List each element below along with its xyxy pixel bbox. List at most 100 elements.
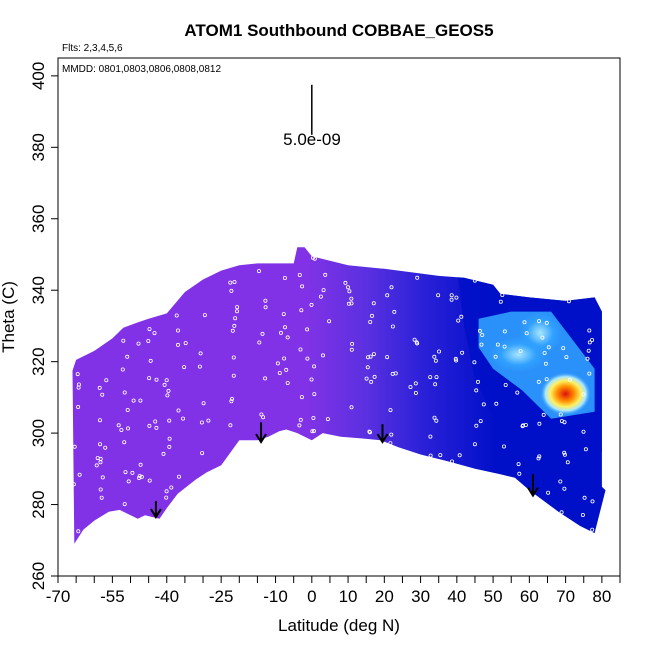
sample-point — [71, 482, 76, 487]
sample-point — [229, 399, 234, 404]
sample-point — [147, 478, 152, 483]
sample-point — [413, 381, 418, 386]
sample-point — [148, 358, 153, 363]
sample-point — [130, 470, 135, 475]
sample-point — [277, 370, 282, 375]
sample-point — [536, 379, 541, 384]
sample-point — [558, 412, 563, 417]
sample-point — [320, 353, 325, 358]
sample-point — [523, 422, 528, 427]
sample-point — [318, 294, 323, 299]
sample-point — [284, 367, 289, 372]
flights-label: Flts: 2,3,4,5,6 — [62, 43, 123, 54]
sample-point — [583, 447, 588, 452]
sample-point — [385, 355, 390, 360]
arrows — [150, 422, 539, 519]
sample-point — [72, 444, 77, 449]
sample-point — [457, 453, 462, 458]
sample-point — [587, 340, 592, 345]
sample-point — [453, 356, 458, 361]
sample-point — [325, 417, 330, 422]
sample-point — [369, 313, 374, 318]
sample-point — [542, 350, 547, 355]
surface-arrow — [255, 422, 267, 444]
sample-point — [537, 454, 542, 459]
sample-point — [434, 375, 439, 380]
sample-point — [75, 372, 80, 377]
sample-point — [481, 402, 486, 407]
scale-bar: 5.0e-09 — [283, 84, 341, 149]
sample-point — [369, 379, 374, 384]
sample-point — [412, 337, 417, 342]
sample-point — [586, 348, 591, 353]
x-axis: -70 -55 -40 -25 -10 0 10 20 30 40 50 60 70 80 — [46, 575, 621, 606]
sample-point — [472, 442, 477, 447]
sample-point — [281, 312, 286, 317]
sample-point — [282, 356, 287, 361]
sample-point — [116, 423, 121, 428]
sample-point — [449, 293, 454, 298]
sample-point — [305, 356, 310, 361]
sample-point — [176, 408, 181, 413]
y-axis-label: Theta (C) — [0, 281, 18, 353]
sample-point — [389, 432, 394, 437]
sample-point — [297, 272, 302, 277]
sample-point — [371, 352, 376, 357]
sample-point — [346, 301, 351, 306]
sample-point — [76, 404, 81, 409]
sample-point — [459, 314, 464, 319]
sample-points — [71, 255, 595, 534]
sample-point — [343, 280, 348, 285]
sample-point — [368, 319, 373, 324]
sample-point — [154, 425, 159, 430]
sample-point — [76, 382, 81, 387]
sample-point — [197, 364, 202, 369]
surface-arrow — [376, 424, 389, 444]
arrow-head — [255, 433, 267, 444]
sample-point — [460, 350, 465, 355]
dates-label: MMDD: 0801,0803,0806,0808,0812 — [62, 64, 221, 75]
sample-point — [388, 408, 393, 413]
y-tick-label: 320 — [29, 347, 48, 375]
sample-point — [415, 275, 420, 280]
sample-point — [228, 423, 233, 428]
sample-point — [311, 415, 316, 420]
sample-point — [164, 378, 169, 383]
sample-point — [321, 288, 326, 293]
sample-point — [138, 462, 143, 467]
sample-point — [312, 364, 317, 369]
sample-point — [164, 495, 169, 500]
sample-point — [581, 392, 586, 397]
sample-point — [590, 499, 595, 504]
arrow-head — [527, 487, 539, 498]
sample-point — [559, 419, 564, 424]
sample-point — [590, 527, 595, 532]
sample-point — [231, 355, 236, 360]
sample-point — [100, 475, 105, 480]
sample-point — [122, 390, 127, 395]
sample-point — [438, 453, 443, 458]
sample-point — [312, 392, 317, 397]
sample-point — [175, 328, 180, 333]
sample-point — [311, 428, 316, 433]
sample-point — [522, 320, 527, 325]
sample-point — [562, 450, 567, 455]
sample-point — [475, 379, 480, 384]
sample-point — [183, 341, 188, 346]
x-tick-label: -40 — [154, 587, 179, 606]
y-axis: 260 280 300 320 340 360 380 400 — [29, 58, 59, 590]
sample-point — [562, 486, 567, 491]
sample-point — [537, 421, 542, 426]
x-tick-label: 0 — [307, 587, 316, 606]
sample-point — [349, 296, 354, 301]
sample-point — [558, 479, 563, 484]
sample-point — [516, 462, 521, 467]
sample-point — [300, 284, 305, 289]
sample-point — [154, 377, 159, 382]
sample-point — [393, 371, 398, 376]
sample-point — [166, 388, 171, 393]
sample-point — [433, 358, 438, 363]
sample-point — [231, 373, 236, 378]
sample-point — [275, 361, 280, 366]
